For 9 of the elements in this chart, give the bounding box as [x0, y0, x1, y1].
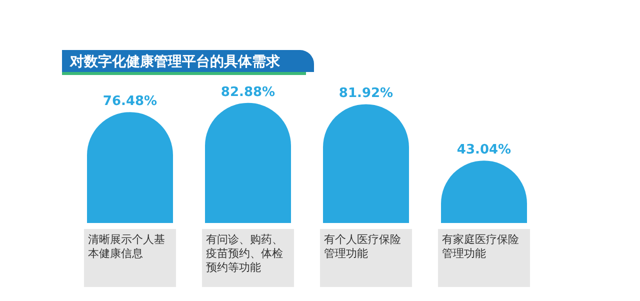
data-label: 81.92%	[338, 86, 394, 102]
x-tick-label: 清晰展示个人基本健康信息	[84, 229, 176, 287]
x-tick-label: 有个人医疗保险管理功能	[320, 229, 412, 287]
data-label: 43.04%	[456, 142, 512, 158]
data-label: 82.88%	[220, 84, 276, 100]
x-tick-label: 有家庭医疗保险管理功能	[438, 229, 530, 287]
chart-title: 对数字化健康管理平台的具体需求	[69, 53, 281, 70]
x-tick-label: 有问诊、购药、疫苗预约、体检预约等功能	[202, 229, 294, 287]
data-label: 76.48%	[102, 94, 158, 110]
